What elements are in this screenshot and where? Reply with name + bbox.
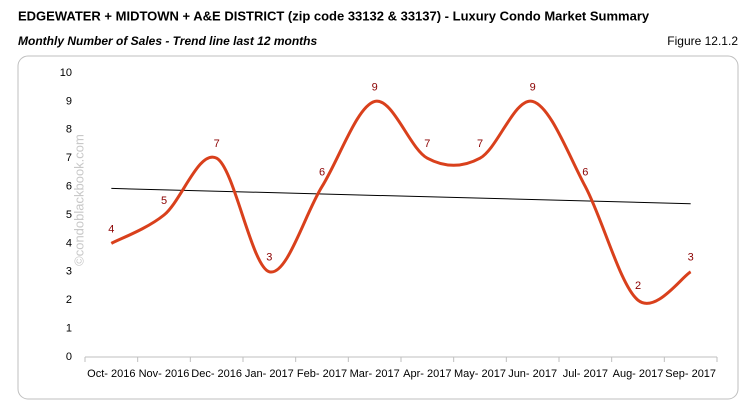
x-tick-label: Jun- 2017 bbox=[508, 368, 557, 380]
x-tick-label: Feb- 2017 bbox=[297, 368, 347, 380]
y-tick-label: 3 bbox=[66, 266, 72, 278]
y-tick-label: 10 bbox=[60, 67, 72, 79]
data-label: 7 bbox=[424, 138, 430, 150]
data-label: 6 bbox=[582, 167, 588, 179]
y-tick-label: 8 bbox=[66, 124, 72, 136]
x-tick-label: Nov- 2016 bbox=[139, 368, 190, 380]
y-tick-label: 7 bbox=[66, 152, 72, 164]
data-label: 9 bbox=[530, 81, 536, 93]
data-label: 6 bbox=[319, 167, 325, 179]
chart-frame bbox=[17, 55, 739, 400]
chart-subtitle: Monthly Number of Sales - Trend line las… bbox=[18, 34, 317, 48]
y-tick-label: 6 bbox=[66, 181, 72, 193]
x-tick-label: Jan- 2017 bbox=[245, 368, 294, 380]
x-tick-label: Sep- 2017 bbox=[665, 368, 716, 380]
data-label: 5 bbox=[161, 195, 167, 207]
y-tick-label: 5 bbox=[66, 209, 72, 221]
data-label: 7 bbox=[214, 138, 220, 150]
x-tick-label: Aug- 2017 bbox=[613, 368, 664, 380]
y-tick-label: 0 bbox=[66, 351, 72, 363]
x-tick-label: Oct- 2016 bbox=[87, 368, 135, 380]
y-tick-label: 1 bbox=[66, 323, 72, 335]
x-tick-label: Mar- 2017 bbox=[350, 368, 400, 380]
data-label: 9 bbox=[372, 81, 378, 93]
figure-label: Figure 12.1.2 bbox=[667, 34, 738, 48]
y-tick-label: 4 bbox=[66, 237, 72, 249]
data-label: 4 bbox=[108, 223, 114, 235]
x-tick-label: May- 2017 bbox=[454, 368, 506, 380]
data-line bbox=[110, 99, 692, 305]
y-tick-label: 9 bbox=[66, 95, 72, 107]
x-tick-label: Jul- 2017 bbox=[563, 368, 608, 380]
x-tick-label: Dec- 2016 bbox=[191, 368, 242, 380]
trend-line bbox=[111, 187, 691, 205]
data-label: 3 bbox=[266, 252, 272, 264]
watermark: ©condoblackbook.com bbox=[71, 134, 86, 266]
data-label: 2 bbox=[635, 280, 641, 292]
data-label: 3 bbox=[688, 252, 694, 264]
y-tick-label: 2 bbox=[66, 294, 72, 306]
chart-title: EDGEWATER + MIDTOWN + A&E DISTRICT (zip … bbox=[18, 8, 650, 23]
x-tick-label: Apr- 2017 bbox=[403, 368, 451, 380]
data-label: 7 bbox=[477, 138, 483, 150]
